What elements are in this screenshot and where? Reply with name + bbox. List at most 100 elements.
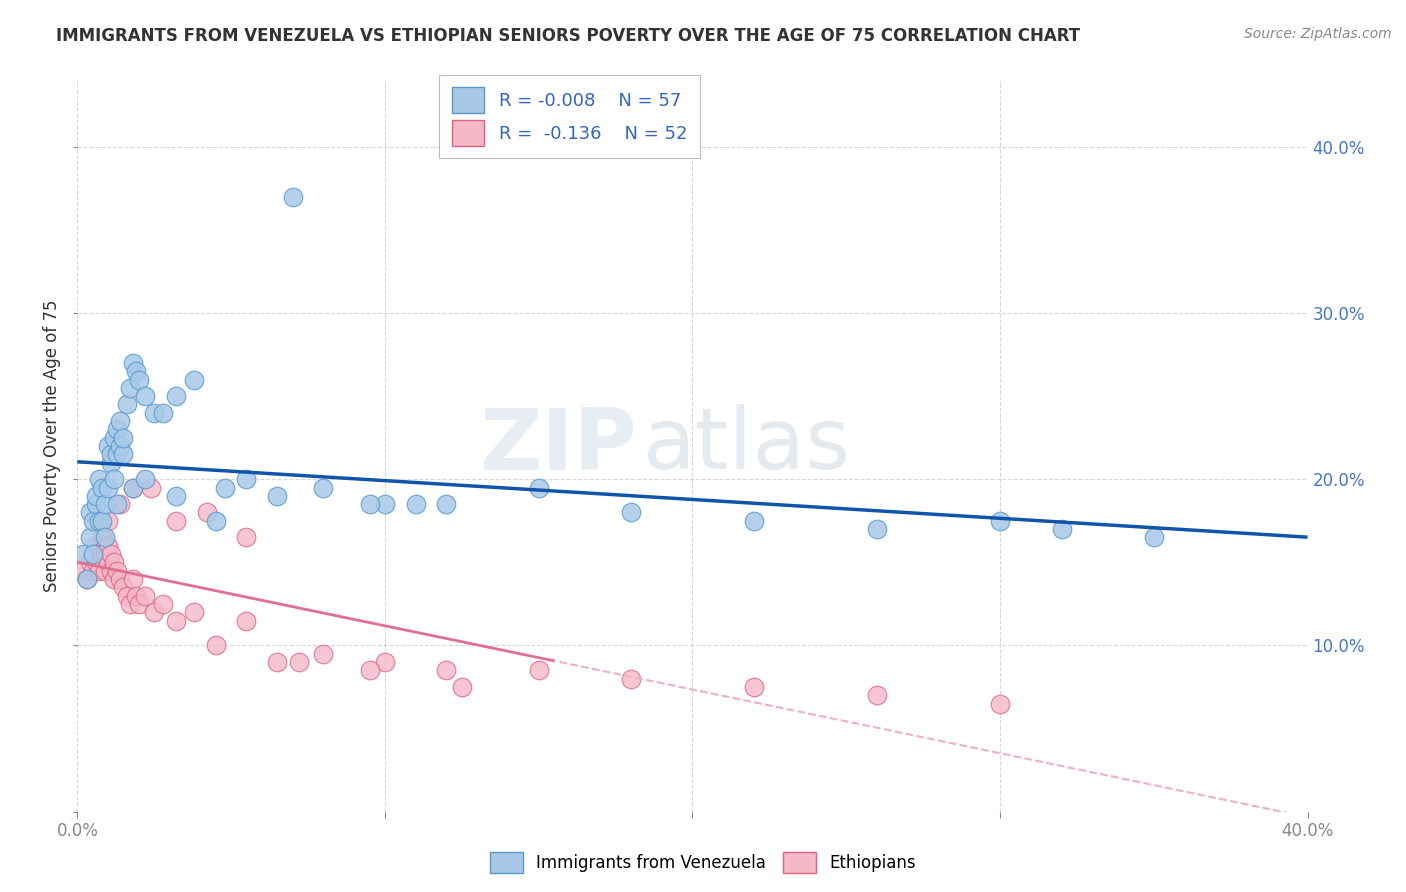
Point	[94, 497, 117, 511]
Point	[105, 564, 128, 578]
Point	[112, 447, 135, 461]
Point	[121, 481, 143, 495]
Point	[82, 547, 104, 561]
Point	[165, 514, 187, 528]
Point	[84, 539, 107, 553]
Point	[134, 589, 156, 603]
Point	[128, 597, 150, 611]
Point	[134, 389, 156, 403]
Point	[152, 406, 174, 420]
Point	[288, 655, 311, 669]
Point	[87, 564, 110, 578]
Point	[97, 439, 120, 453]
Point	[110, 572, 132, 586]
Point	[214, 481, 236, 495]
Point	[94, 547, 117, 561]
Point	[76, 572, 98, 586]
Point	[527, 481, 550, 495]
Point	[450, 680, 472, 694]
Point	[866, 522, 889, 536]
Point	[90, 547, 114, 561]
Point	[742, 514, 765, 528]
Point	[281, 189, 304, 203]
Point	[79, 506, 101, 520]
Point	[110, 439, 132, 453]
Text: atlas: atlas	[644, 404, 851, 488]
Point	[97, 514, 120, 528]
Point	[165, 389, 187, 403]
Point	[100, 456, 122, 470]
Point	[121, 481, 143, 495]
Point	[742, 680, 765, 694]
Point	[405, 497, 427, 511]
Legend: Immigrants from Venezuela, Ethiopians: Immigrants from Venezuela, Ethiopians	[484, 846, 922, 880]
Point	[266, 655, 288, 669]
Text: Source: ZipAtlas.com: Source: ZipAtlas.com	[1244, 27, 1392, 41]
Point	[235, 472, 257, 486]
Point	[436, 664, 458, 678]
Point	[103, 555, 125, 569]
Point	[103, 572, 125, 586]
Point	[112, 580, 135, 594]
Point	[118, 597, 141, 611]
Point	[90, 530, 114, 544]
Point	[90, 481, 114, 495]
Point	[183, 605, 205, 619]
Point	[312, 647, 335, 661]
Point	[374, 497, 396, 511]
Point	[235, 530, 257, 544]
Point	[374, 655, 396, 669]
Point	[266, 489, 288, 503]
Legend: R = -0.008    N = 57, R =  -0.136    N = 52: R = -0.008 N = 57, R = -0.136 N = 52	[439, 75, 700, 158]
Point	[165, 614, 187, 628]
Point	[988, 697, 1011, 711]
Point	[103, 431, 125, 445]
Point	[143, 406, 166, 420]
Point	[72, 547, 94, 561]
Point	[235, 614, 257, 628]
Point	[79, 530, 101, 544]
Point	[105, 447, 128, 461]
Point	[100, 547, 122, 561]
Point	[359, 664, 381, 678]
Point	[1050, 522, 1073, 536]
Point	[204, 514, 226, 528]
Point	[128, 372, 150, 386]
Point	[110, 497, 132, 511]
Point	[195, 506, 218, 520]
Point	[79, 555, 101, 569]
Point	[100, 564, 122, 578]
Point	[121, 356, 143, 370]
Point	[125, 589, 148, 603]
Point	[82, 564, 104, 578]
Point	[87, 472, 110, 486]
Point	[115, 397, 138, 411]
Point	[84, 497, 107, 511]
Point	[84, 555, 107, 569]
Point	[620, 506, 643, 520]
Point	[94, 564, 117, 578]
Point	[84, 489, 107, 503]
Point	[100, 447, 122, 461]
Point	[312, 481, 335, 495]
Point	[110, 414, 132, 428]
Point	[72, 564, 94, 578]
Point	[87, 514, 110, 528]
Point	[97, 481, 120, 495]
Point	[988, 514, 1011, 528]
Text: ZIP: ZIP	[479, 404, 637, 488]
Point	[866, 689, 889, 703]
Point	[436, 497, 458, 511]
Point	[620, 672, 643, 686]
Point	[143, 605, 166, 619]
Point	[105, 497, 128, 511]
Point	[76, 572, 98, 586]
Point	[82, 514, 104, 528]
Point	[115, 589, 138, 603]
Point	[105, 422, 128, 436]
Point	[183, 372, 205, 386]
Point	[141, 481, 163, 495]
Y-axis label: Seniors Poverty Over the Age of 75: Seniors Poverty Over the Age of 75	[44, 300, 62, 592]
Point	[359, 497, 381, 511]
Point	[118, 381, 141, 395]
